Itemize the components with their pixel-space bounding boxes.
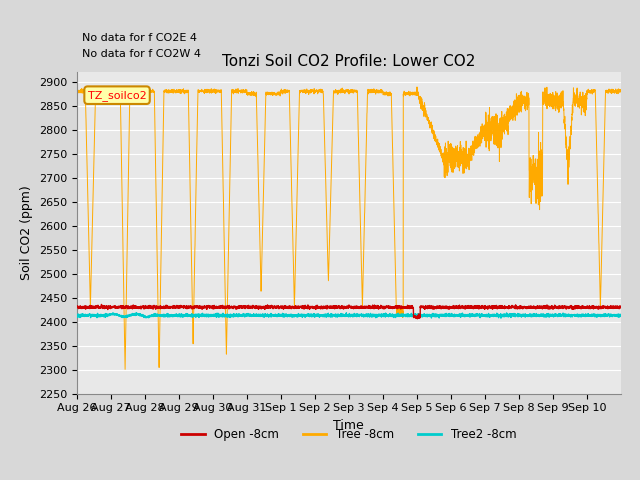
Title: Tonzi Soil CO2 Profile: Lower CO2: Tonzi Soil CO2 Profile: Lower CO2 (222, 54, 476, 70)
Text: No data for f CO2E 4: No data for f CO2E 4 (82, 34, 197, 43)
Y-axis label: Soil CO2 (ppm): Soil CO2 (ppm) (20, 185, 33, 280)
Legend: Open -8cm, Tree -8cm, Tree2 -8cm: Open -8cm, Tree -8cm, Tree2 -8cm (177, 423, 521, 445)
Text: TZ_soilco2: TZ_soilco2 (88, 90, 147, 101)
X-axis label: Time: Time (333, 419, 364, 432)
Text: No data for f CO2W 4: No data for f CO2W 4 (82, 49, 201, 60)
